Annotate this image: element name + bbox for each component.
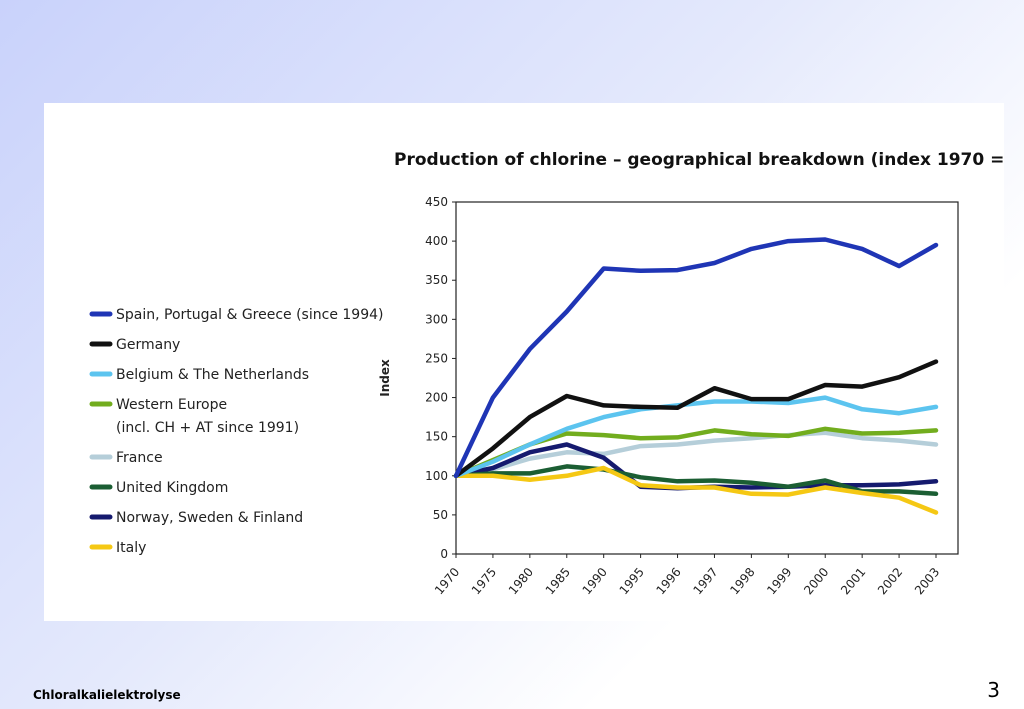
x-tick-label: 1980	[506, 565, 536, 597]
series-line-7	[453, 465, 939, 515]
y-tick-label: 450	[425, 195, 448, 209]
series-line-0	[453, 237, 939, 479]
chart-title: Production of chlorine – geographical br…	[394, 150, 1004, 170]
legend-label-6: Norway, Sweden & Finland	[116, 510, 303, 526]
y-tick-label: 200	[425, 391, 448, 405]
page-number: 3	[987, 678, 1000, 702]
y-tick-label: 300	[425, 312, 448, 326]
footer-title: Chloralkalielektrolyse	[33, 688, 181, 702]
series-line-4	[453, 430, 939, 479]
y-axis: 0 50 100 150 200 250 300 350 400 450	[425, 195, 456, 561]
legend: Spain, Portugal & Greece (since 1994) Ger…	[89, 307, 383, 556]
legend-label-3: Western Europe	[116, 397, 227, 413]
x-tick-label: 1997	[690, 565, 720, 597]
series-line-5	[453, 464, 939, 497]
series-lines	[453, 237, 939, 515]
x-tick-label: 1995	[617, 565, 647, 597]
legend-label-1: Germany	[116, 337, 180, 353]
chart-panel: Production of chlorine – geographical br…	[44, 103, 1004, 621]
y-tick-label: 100	[425, 469, 448, 483]
legend-label-2: Belgium & The Netherlands	[116, 367, 309, 383]
chart-svg: Production of chlorine – geographical br…	[89, 150, 1004, 597]
x-tick-label: 2001	[838, 565, 868, 597]
legend-label-4: France	[116, 450, 163, 466]
x-tick-label: 1990	[580, 565, 610, 597]
legend-label-7: Italy	[116, 540, 146, 556]
x-tick-label: 1970	[432, 565, 462, 597]
y-tick-label: 50	[433, 508, 448, 522]
legend-label-5: United Kingdom	[116, 480, 228, 496]
legend-label-0: Spain, Portugal & Greece (since 1994)	[116, 307, 383, 323]
plot-frame	[455, 201, 959, 555]
series-line-1	[453, 359, 939, 479]
x-tick-label: 2002	[875, 565, 905, 597]
x-tick-label: 1996	[653, 565, 683, 597]
y-tick-label: 400	[425, 234, 448, 248]
x-axis: 1970 1975 1980 1985 1990 1995 1996 1997 1998 1999…	[432, 554, 942, 597]
x-tick-label: 1999	[764, 565, 794, 597]
y-tick-label: 0	[440, 547, 448, 561]
legend-label-3-line2: (incl. CH + AT since 1991)	[116, 420, 299, 436]
x-tick-label: 1985	[543, 565, 573, 597]
x-tick-label: 2000	[801, 565, 831, 597]
y-axis-label: Index	[378, 359, 392, 397]
y-tick-label: 250	[425, 351, 448, 365]
x-tick-label: 2003	[912, 565, 942, 597]
x-tick-label: 1998	[727, 565, 757, 597]
series-line-2	[453, 395, 939, 479]
y-tick-label: 150	[425, 430, 448, 444]
x-tick-label: 1975	[469, 565, 499, 597]
y-tick-label: 350	[425, 273, 448, 287]
